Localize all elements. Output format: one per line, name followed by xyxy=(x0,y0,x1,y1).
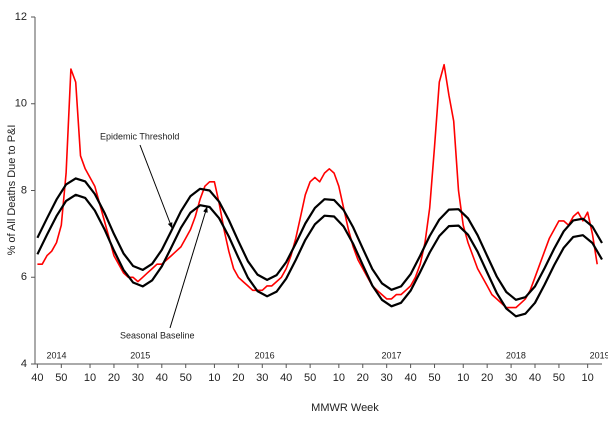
y-tick-label: 6 xyxy=(21,271,27,283)
x-tick-label: 20 xyxy=(481,372,493,384)
x-tick-label: 50 xyxy=(55,372,67,384)
x-tick-label: 40 xyxy=(404,372,416,384)
x-tick-label: 40 xyxy=(529,372,541,384)
y-tick-label: 4 xyxy=(21,358,27,370)
year-label: 2014 xyxy=(47,350,67,360)
y-axis-label: % of All Deaths Due to P&I xyxy=(6,125,18,256)
annotation: Epidemic Threshold xyxy=(100,131,179,141)
x-tick-label: 10 xyxy=(457,372,469,384)
year-label: 2015 xyxy=(130,350,150,360)
x-tick-label: 10 xyxy=(208,372,220,384)
series-line xyxy=(36,177,603,301)
series-line xyxy=(37,63,598,309)
x-tick-label: 50 xyxy=(304,372,316,384)
year-label: 2018 xyxy=(506,350,526,360)
x-tick-label: 10 xyxy=(582,372,594,384)
x-tick-label: 20 xyxy=(232,372,244,384)
year-label: 2016 xyxy=(255,350,275,360)
x-tick-label: 40 xyxy=(280,372,292,384)
x-tick-label: 30 xyxy=(381,372,393,384)
x-tick-label: 10 xyxy=(333,372,345,384)
x-tick-label: 10 xyxy=(84,372,96,384)
x-tick-label: 30 xyxy=(256,372,268,384)
x-tick-label: 50 xyxy=(180,372,192,384)
x-axis-label: MMWR Week xyxy=(311,402,379,414)
y-tick-label: 12 xyxy=(15,11,27,23)
x-tick-label: 40 xyxy=(156,372,168,384)
y-tick-label: 8 xyxy=(21,184,27,196)
x-tick-label: 20 xyxy=(357,372,369,384)
x-tick-label: 20 xyxy=(108,372,120,384)
annotation: Seasonal Baseline xyxy=(120,330,195,340)
y-tick-label: 10 xyxy=(15,98,27,110)
x-tick-label: 30 xyxy=(132,372,144,384)
annotation-arrow xyxy=(169,206,208,329)
x-tick-label: 40 xyxy=(31,372,43,384)
series-line xyxy=(36,193,603,318)
year-label: 2019 xyxy=(590,350,608,360)
annotation-arrow xyxy=(139,144,173,229)
x-tick-label: 50 xyxy=(553,372,565,384)
x-tick-label: 50 xyxy=(428,372,440,384)
year-label: 2017 xyxy=(381,350,401,360)
x-tick-label: 30 xyxy=(505,372,517,384)
